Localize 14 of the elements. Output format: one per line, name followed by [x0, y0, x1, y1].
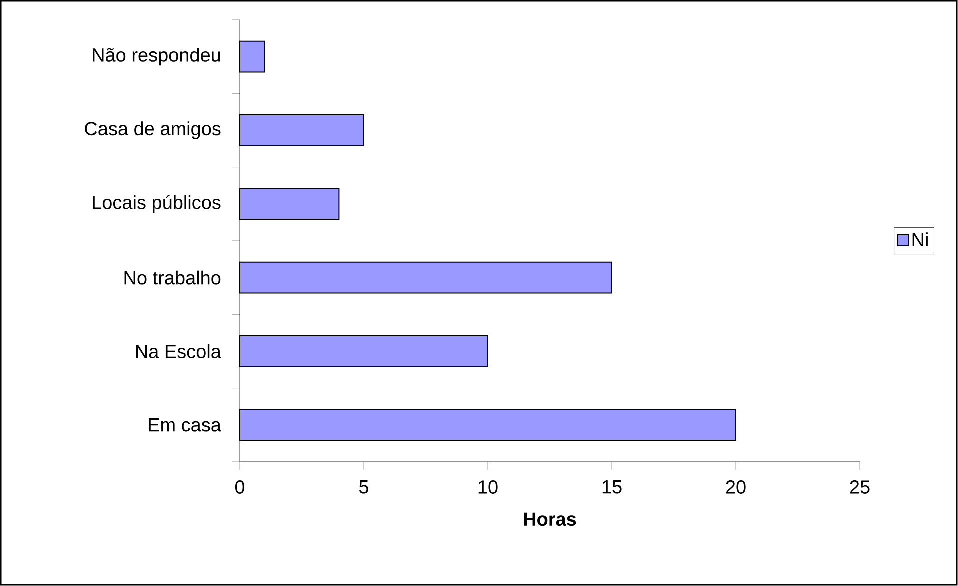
y-tick-label: No trabalho — [124, 270, 221, 285]
y-tick-label: Locais públicos — [93, 195, 221, 214]
legend-label: Ni — [912, 232, 928, 246]
y-tick-label: Não respondeu — [93, 48, 220, 66]
x-axis-title: Horas — [524, 512, 576, 526]
x-tick-label: 20 — [726, 480, 746, 494]
x-tick-label: 5 — [359, 480, 368, 494]
y-tick-label: Casa de amigos — [85, 122, 221, 140]
x-tick-label: 25 — [850, 480, 870, 494]
x-tick-label: 15 — [602, 480, 622, 494]
y-tick-label: Na Escola — [136, 344, 222, 358]
x-tick-label: 0 — [235, 480, 245, 494]
y-tick-label: Em casa — [149, 418, 222, 432]
x-tick-label: 10 — [478, 480, 498, 494]
